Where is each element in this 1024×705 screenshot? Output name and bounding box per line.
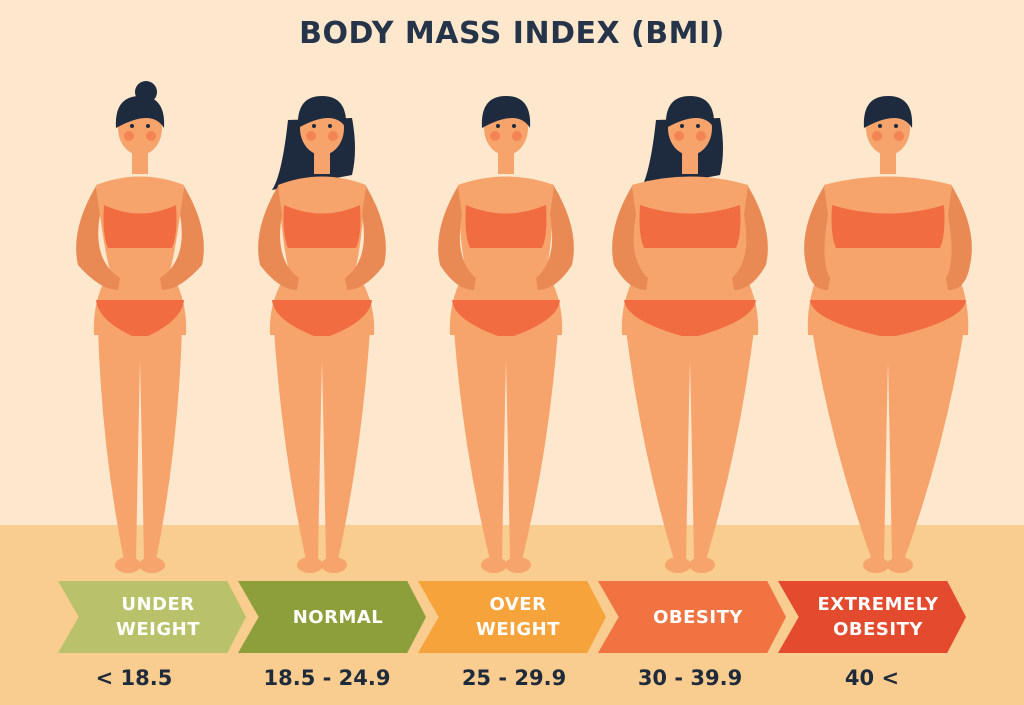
cheek-right — [328, 131, 338, 141]
eye-left — [496, 124, 500, 128]
cheek-right — [894, 131, 904, 141]
range-extreme-obesity: 40 < — [844, 666, 900, 690]
category-overweight-arrow: OVER WEIGHT — [418, 581, 606, 653]
category-label-underweight: UNDER WEIGHT — [116, 594, 200, 640]
swimsuit-top — [103, 205, 177, 248]
swimsuit-top — [639, 205, 741, 248]
foot-left — [115, 557, 141, 573]
eye-left — [130, 124, 134, 128]
arm-right — [345, 186, 386, 290]
legs — [812, 330, 964, 560]
hair-top — [863, 96, 913, 128]
foot-left — [297, 557, 323, 573]
eye-right — [328, 124, 332, 128]
range-overweight: 25 - 29.9 — [461, 666, 567, 690]
swimsuit-bottom — [96, 300, 184, 336]
hair-top — [297, 96, 347, 128]
foot-left — [665, 557, 691, 573]
arm-left — [76, 186, 120, 290]
category-extreme-obesity-arrow: EXTREMELY OBESITY — [778, 581, 966, 653]
category-normal-arrow: NORMAL — [238, 581, 426, 653]
range-underweight: < 18.5 — [95, 666, 173, 690]
figure-extreme-obesity — [804, 96, 972, 573]
figure-obesity — [612, 96, 768, 573]
eye-right — [894, 124, 898, 128]
figure-normal — [258, 96, 386, 573]
eye-left — [680, 124, 684, 128]
cheek-left — [306, 131, 316, 141]
arm-left — [804, 186, 830, 290]
swimsuit-top — [831, 205, 945, 248]
cheek-left — [124, 131, 134, 141]
arm-right — [946, 186, 972, 290]
arm-right — [732, 186, 768, 290]
body-figures — [76, 81, 972, 573]
hair-top — [481, 96, 531, 128]
cheek-left — [872, 131, 882, 141]
eye-left — [312, 124, 316, 128]
foot-right — [505, 557, 531, 573]
swimsuit-top — [465, 205, 547, 248]
legs — [98, 330, 182, 560]
swimsuit-bottom — [452, 300, 560, 336]
eye-left — [878, 124, 882, 128]
category-label-normal: NORMAL — [292, 606, 384, 628]
foot-right — [321, 557, 347, 573]
category-label-extreme-obesity: EXTREMELY OBESITY — [817, 594, 939, 640]
page-title: BODY MASS INDEX (BMI) — [299, 16, 725, 51]
arm-left — [258, 186, 299, 290]
figure-overweight — [438, 96, 574, 573]
eye-right — [146, 124, 150, 128]
category-label-overweight: OVER WEIGHT — [476, 594, 560, 640]
legs — [626, 330, 754, 560]
eye-right — [512, 124, 516, 128]
eye-right — [696, 124, 700, 128]
foot-left — [481, 557, 507, 573]
arm-left — [438, 186, 476, 290]
foot-left — [863, 557, 889, 573]
foot-right — [139, 557, 165, 573]
arm-right — [536, 186, 574, 290]
arm-right — [160, 186, 204, 290]
cheek-right — [512, 131, 522, 141]
hair-bun — [135, 81, 157, 103]
cheek-right — [696, 131, 706, 141]
cheek-right — [146, 131, 156, 141]
swimsuit-bottom — [810, 300, 966, 336]
swimsuit-bottom — [624, 300, 756, 336]
foot-right — [887, 557, 913, 573]
swimsuit-top — [283, 205, 361, 248]
hair-top — [665, 96, 715, 128]
category-label-obesity: OBESITY — [653, 606, 743, 628]
cheek-left — [674, 131, 684, 141]
swimsuit-bottom — [272, 300, 372, 336]
category-obesity-arrow: OBESITY — [598, 581, 786, 653]
legs — [454, 330, 558, 560]
arm-left — [612, 186, 648, 290]
range-normal: 18.5 - 24.9 — [263, 666, 391, 690]
cheek-left — [490, 131, 500, 141]
category-underweight-arrow: UNDER WEIGHT — [58, 581, 246, 653]
hair-top — [115, 96, 165, 128]
legs — [274, 330, 370, 560]
foot-right — [689, 557, 715, 573]
range-obesity: 30 - 39.9 — [637, 666, 743, 690]
figure-underweight — [76, 81, 204, 573]
